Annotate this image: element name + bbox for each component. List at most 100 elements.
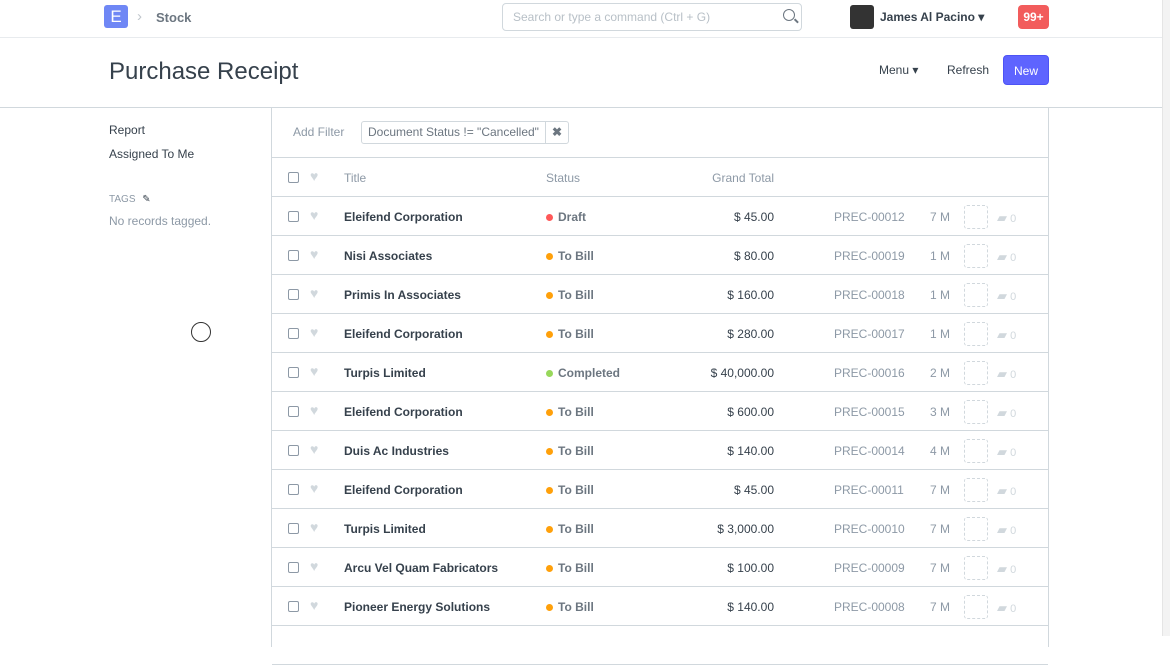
select-all-checkbox[interactable] [288,172,299,183]
row-title[interactable]: Pioneer Energy Solutions [344,600,491,614]
column-status[interactable]: Status [546,171,581,185]
row-checkbox[interactable] [288,367,299,378]
heart-icon[interactable]: ♥ [310,558,319,574]
assign-avatar-placeholder[interactable] [964,322,988,346]
document-id: PREC-00012 [834,210,905,224]
menu-button[interactable]: Menu ▾ [879,63,918,77]
row-checkbox[interactable] [288,523,299,534]
comment-count[interactable]: ▰ 0 [997,561,1016,577]
search-input[interactable]: Search or type a command (Ctrl + G) [502,3,802,31]
heart-icon[interactable]: ♥ [310,207,319,223]
avatar[interactable] [850,5,874,29]
sidebar-item-report[interactable]: Report [109,123,146,137]
row-title[interactable]: Primis In Associates [344,288,461,302]
table-row[interactable]: ♥ Eleifend Corporation To Bill $ 45.00 P… [272,470,1048,509]
table-row[interactable]: ♥ Duis Ac Industries To Bill $ 140.00 PR… [272,431,1048,470]
comment-count[interactable]: ▰ 0 [997,210,1016,226]
sidebar-item-assigned[interactable]: Assigned To Me [109,147,195,161]
table-row[interactable]: ♥ Pioneer Energy Solutions To Bill $ 140… [272,587,1048,626]
table-row[interactable]: ♥ Eleifend Corporation Draft $ 45.00 PRE… [272,197,1048,236]
assign-avatar-placeholder[interactable] [964,205,988,229]
user-name: James Al Pacino [880,10,975,24]
heart-icon[interactable]: ♥ [310,246,319,262]
comment-count[interactable]: ▰ 0 [997,483,1016,499]
status-badge: To Bill [546,483,594,497]
row-title[interactable]: Nisi Associates [344,249,433,263]
status-label: To Bill [558,483,594,497]
comment-count[interactable]: ▰ 0 [997,366,1016,382]
heart-icon[interactable]: ♥ [310,363,319,379]
assign-avatar-placeholder[interactable] [964,400,988,424]
table-row[interactable] [272,626,1048,665]
assign-avatar-placeholder[interactable] [964,244,988,268]
row-title[interactable]: Eleifend Corporation [344,327,463,341]
table-row[interactable]: ♥ Eleifend Corporation To Bill $ 600.00 … [272,392,1048,431]
column-grand-total[interactable]: Grand Total [712,171,774,185]
document-id: PREC-00014 [834,444,905,458]
comment-count[interactable]: ▰ 0 [997,405,1016,421]
scrollbar[interactable] [1162,0,1170,636]
new-button[interactable]: New [1003,55,1049,85]
user-menu[interactable]: James Al Pacino ▾ [880,10,984,24]
close-icon[interactable]: ✖ [544,122,568,143]
heart-icon[interactable]: ♥ [310,519,319,535]
row-checkbox[interactable] [288,211,299,222]
assign-avatar-placeholder[interactable] [964,517,988,541]
assign-avatar-placeholder[interactable] [964,361,988,385]
row-checkbox[interactable] [288,562,299,573]
grand-total: $ 140.00 [727,600,774,614]
row-title[interactable]: Arcu Vel Quam Fabricators [344,561,499,575]
comment-count[interactable]: ▰ 0 [997,327,1016,343]
row-checkbox[interactable] [288,601,299,612]
comment-count[interactable]: ▰ 0 [997,249,1016,265]
column-title[interactable]: Title [344,171,367,185]
comment-count[interactable]: ▰ 0 [997,444,1016,460]
row-checkbox[interactable] [288,289,299,300]
row-title[interactable]: Eleifend Corporation [344,483,463,497]
status-dot [546,604,553,611]
heart-icon[interactable]: ♥ [310,402,319,418]
row-checkbox[interactable] [288,406,299,417]
pencil-icon[interactable]: ✎ [142,194,151,205]
table-row[interactable]: ♥ Eleifend Corporation To Bill $ 280.00 … [272,314,1048,353]
table-row[interactable]: ♥ Arcu Vel Quam Fabricators To Bill $ 10… [272,548,1048,587]
assign-avatar-placeholder[interactable] [964,478,988,502]
refresh-button[interactable]: Refresh [947,63,990,77]
heart-icon[interactable]: ♥ [310,168,319,184]
heart-icon[interactable]: ♥ [310,441,319,457]
comment-count[interactable]: ▰ 0 [997,600,1016,616]
app-logo[interactable]: E [104,5,128,28]
comment-count[interactable]: ▰ 0 [997,288,1016,304]
status-dot [546,526,553,533]
add-filter-button[interactable]: Add Filter [293,125,345,139]
row-title[interactable]: Turpis Limited [344,522,426,536]
status-label: To Bill [558,444,594,458]
chevron-right-icon: › [137,8,142,25]
document-id: PREC-00011 [834,483,904,497]
table-row[interactable]: ♥ Turpis Limited Completed $ 40,000.00 P… [272,353,1048,392]
heart-icon[interactable]: ♥ [310,324,319,340]
comment-count[interactable]: ▰ 0 [997,522,1016,538]
row-checkbox[interactable] [288,250,299,261]
row-title[interactable]: Eleifend Corporation [344,405,463,419]
row-title[interactable]: Eleifend Corporation [344,210,463,224]
assign-avatar-placeholder[interactable] [964,595,988,619]
assign-avatar-placeholder[interactable] [964,283,988,307]
notifications-badge[interactable]: 99+ [1018,5,1049,29]
filter-chip-label: Document Status != "Cancelled" [368,125,539,139]
row-title[interactable]: Duis Ac Industries [344,444,449,458]
row-checkbox[interactable] [288,445,299,456]
breadcrumb-stock[interactable]: Stock [156,10,192,25]
row-title[interactable]: Turpis Limited [344,366,426,380]
table-row[interactable]: ♥ Nisi Associates To Bill $ 80.00 PREC-0… [272,236,1048,275]
table-row[interactable]: ♥ Primis In Associates To Bill $ 160.00 … [272,275,1048,314]
row-checkbox[interactable] [288,484,299,495]
heart-icon[interactable]: ♥ [310,285,319,301]
row-checkbox[interactable] [288,328,299,339]
heart-icon[interactable]: ♥ [310,597,319,613]
table-row[interactable]: ♥ Turpis Limited To Bill $ 3,000.00 PREC… [272,509,1048,548]
assign-avatar-placeholder[interactable] [964,556,988,580]
assign-avatar-placeholder[interactable] [964,439,988,463]
filter-chip[interactable]: Document Status != "Cancelled" ✖ [361,121,570,144]
heart-icon[interactable]: ♥ [310,480,319,496]
